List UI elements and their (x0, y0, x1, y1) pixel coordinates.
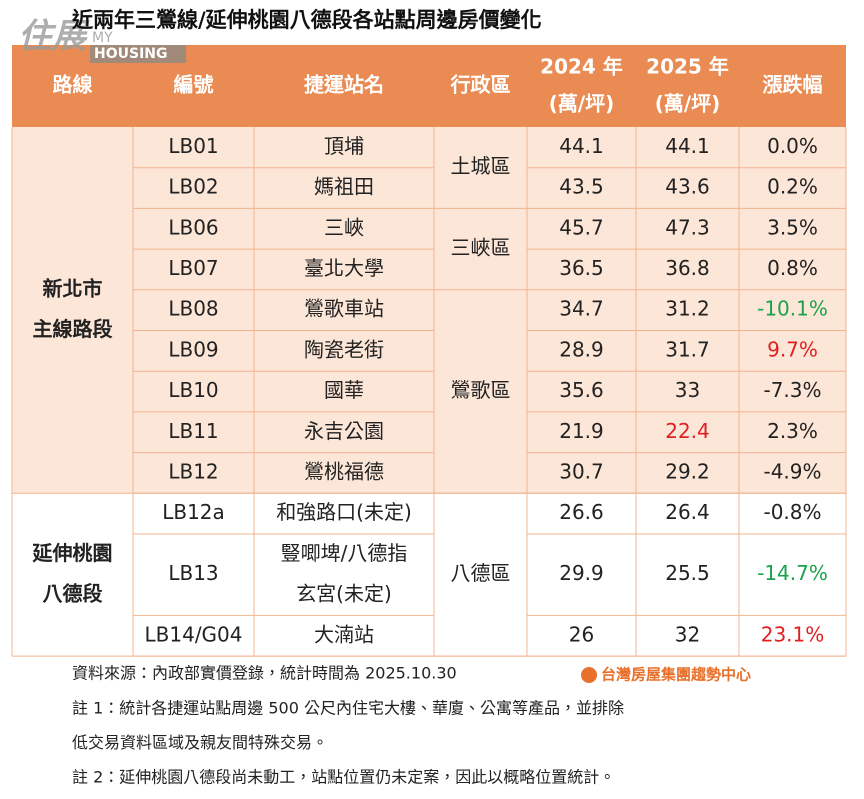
cell-change: 9.7% (767, 337, 818, 361)
cell-change: 3.5% (767, 215, 818, 239)
cell-y: 32 (675, 622, 700, 646)
cell-station: 國華 (324, 378, 364, 402)
cell-code: LB06 (168, 215, 218, 239)
section-name: 新北市 (43, 276, 103, 300)
cell-change: -7.3% (763, 378, 821, 402)
cell-change: -14.7% (757, 561, 828, 585)
cell-code: LB10 (168, 378, 218, 402)
section-name: 延伸桃園 (32, 541, 113, 565)
cell-y: 22.4 (665, 419, 710, 443)
cell-y: 43.5 (559, 175, 604, 199)
source: 資料來源：內政部實價登錄，統計時間為 2025.10.30 (72, 664, 457, 683)
cell-change: 23.1% (761, 622, 825, 646)
cell-y: 29.9 (559, 561, 604, 585)
cell-station: 媽祖田 (314, 175, 374, 199)
watermark-housing: HOUSING (94, 46, 168, 62)
cell-code: LB12 (168, 459, 218, 483)
header-cell: 捷運站名 (304, 73, 384, 97)
header-cell: 2024 年 (540, 55, 623, 79)
table: 路線 編號 捷運站名 行政區 2024 年 (萬/坪) 2025 年 (萬/坪) 漲跌幅新北市主… (11, 45, 847, 657)
cell-change: 0.2% (767, 175, 818, 199)
note: 低交易資料區域及親友間特殊交易。 (72, 733, 328, 752)
cell-y: 28.9 (559, 337, 604, 361)
cell-change: -10.1% (757, 297, 828, 321)
section-name: 主線路段 (33, 317, 113, 341)
cell-y: 45.7 (559, 215, 604, 239)
section-name: 八德段 (43, 582, 103, 606)
cell-change: -0.8% (763, 500, 821, 524)
cell-change: 0.8% (767, 256, 818, 280)
cell-y: 47.3 (665, 215, 710, 239)
cell-y: 44.1 (665, 134, 710, 158)
cell-y: 31.2 (665, 297, 710, 321)
cell-change: 0.0% (767, 134, 818, 158)
cell-y: 26.6 (559, 500, 604, 524)
cell-change: 2.3% (767, 419, 818, 443)
cell-code: LB01 (168, 134, 218, 158)
cell-y: 30.7 (559, 459, 604, 483)
cell-code: LB08 (168, 297, 218, 321)
cell-code: LB11 (168, 419, 218, 443)
note: 註 2：延伸桃園八德段尚未動工，站點位置仍未定案，因此以概略位置統計。 (72, 768, 615, 787)
cell-station: 鶯歌車站 (304, 297, 384, 321)
cell-y: 34.7 (559, 297, 604, 321)
cell-y: 33 (675, 378, 700, 402)
header-cell: 編號 (174, 73, 214, 97)
cell-code: LB02 (168, 175, 218, 199)
watermark-bar (90, 45, 186, 63)
cell-station: 玄宮(未定) (296, 582, 392, 606)
cell-y: 35.6 (559, 378, 604, 402)
cell-code: LB13 (168, 561, 218, 585)
district: 三峽區 (451, 236, 511, 260)
cell-code: LB14/G04 (145, 622, 243, 646)
logo-icon (581, 667, 597, 683)
cell-station: 頂埔 (324, 134, 364, 158)
cell-change: -4.9% (763, 459, 821, 483)
cell-station: 陶瓷老街 (304, 337, 384, 361)
cell-y: 21.9 (559, 419, 604, 443)
cell-y: 25.5 (665, 561, 710, 585)
footer: 資料來源：內政部實價登錄，統計時間為 2025.10.30 台灣房屋集團趨勢中心… (72, 664, 751, 787)
cell-y: 26 (569, 622, 594, 646)
section-bg (12, 493, 846, 657)
cell-y: 44.1 (559, 134, 604, 158)
cell-station: 鶯桃福德 (304, 459, 384, 483)
header-cell: 漲跌幅 (763, 73, 823, 97)
note: 註 1：統計各捷運站點周邊 500 公尺內住宅大樓、華廈、公寓等產品，並排除 (72, 699, 624, 718)
district: 鶯歌區 (451, 378, 511, 402)
header-cell: 行政區 (450, 73, 511, 97)
cell-y: 31.7 (665, 337, 710, 361)
cell-code: LB12a (162, 500, 225, 524)
cell-y: 29.2 (665, 459, 710, 483)
cell-y: 36.5 (559, 256, 604, 280)
header-cell: (萬/坪) (655, 92, 721, 116)
cell-station: 三峽 (324, 215, 364, 239)
header-cell: 路線 (53, 73, 93, 97)
cell-station: 豎唧埤/八德指 (281, 541, 408, 565)
cell-station: 臺北大學 (304, 256, 384, 280)
title: 近兩年三鶯線/延伸桃園八德段各站點周邊房價變化 (71, 8, 542, 32)
logo-text: 台灣房屋集團趨勢中心 (601, 666, 751, 684)
header-cell: 2025 年 (646, 55, 729, 79)
district: 土城區 (451, 154, 511, 178)
cell-station: 和強路口(未定) (276, 500, 412, 524)
district: 八德區 (451, 561, 511, 585)
watermark-my: MY (92, 30, 113, 46)
cell-y: 36.8 (665, 256, 710, 280)
cell-station: 大湳站 (314, 622, 374, 646)
watermark-main: 住展 (18, 17, 90, 57)
header-cell: (萬/坪) (549, 92, 615, 116)
cell-code: LB09 (168, 337, 218, 361)
cell-y: 26.4 (665, 500, 710, 524)
cell-y: 43.6 (665, 175, 710, 199)
section-bg (12, 127, 846, 494)
cell-station: 永吉公園 (304, 419, 384, 443)
cell-code: LB07 (168, 256, 218, 280)
